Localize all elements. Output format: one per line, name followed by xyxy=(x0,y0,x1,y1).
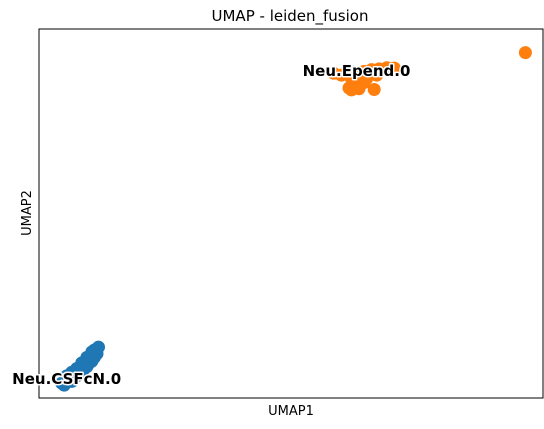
series-neu-epend-0 xyxy=(327,46,532,97)
data-point xyxy=(92,340,105,354)
data-point xyxy=(370,68,384,82)
data-point xyxy=(367,83,381,96)
data-point xyxy=(60,369,74,383)
cluster-label: Neu.Epend.0 xyxy=(303,62,411,80)
cluster-label-layer: Neu.Epend.0 Neu.CSFcN.0 xyxy=(11,60,412,389)
data-point xyxy=(357,76,371,89)
plot-area xyxy=(55,46,532,392)
axes-frame xyxy=(38,28,544,399)
y-axis-label: UMAP2 xyxy=(20,190,35,236)
series-neu-csfcn-0 xyxy=(55,340,105,392)
data-point xyxy=(334,68,348,82)
chart-title: UMAP - leiden_fusion xyxy=(212,7,369,26)
data-point xyxy=(518,46,532,60)
data-point xyxy=(387,61,401,75)
x-axis-label: UMAP1 xyxy=(268,404,314,419)
data-point xyxy=(345,83,358,97)
cluster-label: Neu.CSFcN.0 xyxy=(12,370,121,388)
